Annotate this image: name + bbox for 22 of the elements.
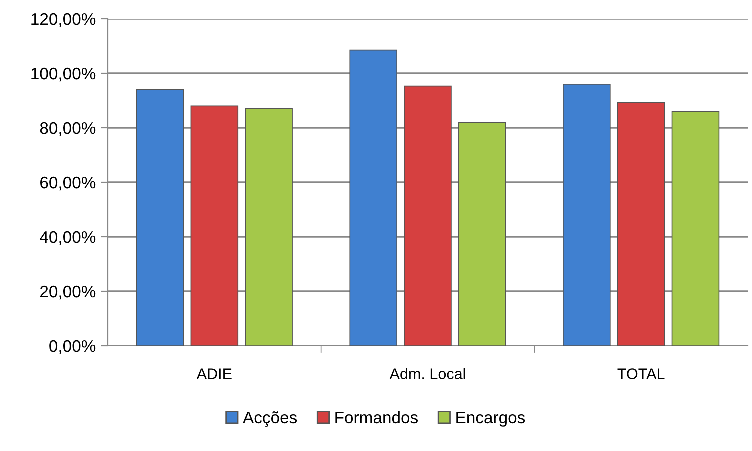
y-tick-label: 20,00%: [40, 286, 96, 300]
bar: [190, 106, 239, 346]
y-tick-label: 40,00%: [40, 231, 96, 246]
x-tick-label: TOTAL: [618, 368, 665, 380]
bar: [404, 86, 452, 346]
y-tick-label: 120,00%: [32, 13, 96, 28]
bar: [672, 111, 720, 346]
y-tick-label: 100,00%: [32, 68, 96, 82]
legend-label: Acções: [243, 411, 298, 427]
x-tick-label: Adm. Local: [390, 368, 466, 380]
y-tick-label: 60,00%: [40, 176, 96, 191]
bar: [563, 84, 611, 346]
bar: [458, 122, 506, 346]
bar: [350, 50, 398, 346]
bar: [617, 102, 666, 346]
legend-label: Formandos: [336, 411, 418, 424]
x-tick-label: ADIE: [196, 368, 232, 380]
bar: [136, 89, 184, 346]
y-tick-label: 80,00%: [40, 122, 96, 136]
y-tick-label: 0,00%: [50, 340, 96, 354]
bar: [245, 108, 293, 346]
legend-label: Encargos: [456, 412, 526, 427]
